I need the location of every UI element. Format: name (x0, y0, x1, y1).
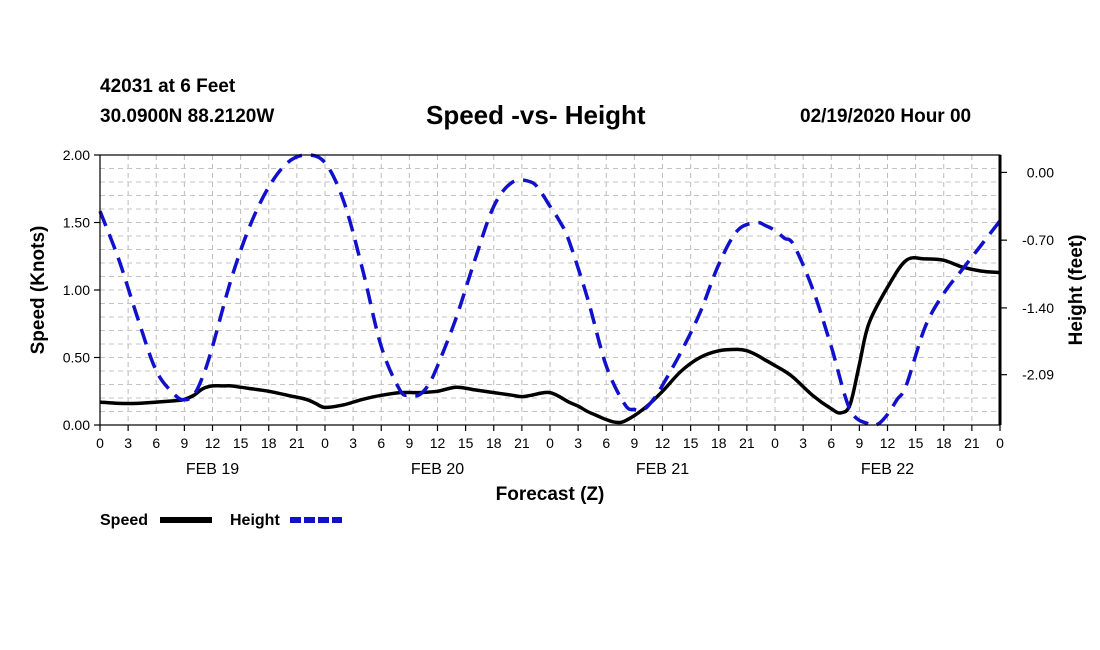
left-tick-label: 2.00 (63, 147, 90, 163)
x-tick-label: 0 (996, 435, 1004, 451)
x-tick-label: 3 (349, 435, 357, 451)
x-tick-label: 9 (405, 435, 413, 451)
legend-label-height: Height (230, 512, 280, 529)
x-tick-label: 0 (321, 435, 329, 451)
x-tick-label: 21 (964, 435, 980, 451)
x-tick-label: 3 (124, 435, 132, 451)
day-label: FEB 22 (861, 461, 914, 478)
right-tick-label: -2.09 (1022, 367, 1054, 383)
chart-title: Speed -vs- Height (426, 100, 646, 130)
x-tick-label: 18 (486, 435, 502, 451)
left-axis-ticks: 0.00 0.50 1.00 1.50 2.00 (63, 147, 100, 433)
right-tick-label: 0.00 (1027, 164, 1054, 180)
x-tick-label: 12 (880, 435, 896, 451)
grid-lines (100, 155, 1000, 425)
x-tick-label: 6 (827, 435, 835, 451)
left-tick-label: 0.50 (63, 350, 90, 366)
right-tick-label: -1.40 (1022, 300, 1054, 316)
x-tick-label: 9 (855, 435, 863, 451)
x-axis-label: Forecast (Z) (496, 484, 605, 505)
left-axis-label: Speed (Knots) (28, 226, 49, 355)
left-tick-label: 0.00 (63, 417, 90, 433)
x-tick-label: 6 (152, 435, 160, 451)
x-tick-label: 21 (739, 435, 755, 451)
x-tick-label: 15 (908, 435, 924, 451)
x-tick-label: 18 (711, 435, 727, 451)
x-tick-label: 3 (799, 435, 807, 451)
x-tick-label: 12 (205, 435, 221, 451)
series-speed-line (99, 256, 1001, 425)
x-tick-label: 12 (430, 435, 446, 451)
left-tick-label: 1.50 (63, 215, 90, 231)
day-label: FEB 19 (186, 461, 239, 478)
right-axis-label: Height (feet) (1066, 235, 1087, 346)
x-tick-label: 0 (96, 435, 104, 451)
legend-label-speed: Speed (100, 512, 148, 529)
legend: Speed Height (100, 512, 342, 529)
station-label: 42031 at 6 Feet (100, 76, 236, 97)
x-tick-label: 21 (514, 435, 530, 451)
x-tick-label: 9 (630, 435, 638, 451)
x-tick-label: 15 (683, 435, 699, 451)
right-axis-ticks: 0.00 -0.70 -1.40 -2.09 (1000, 164, 1054, 383)
x-axis-ticks: 0 3 6 9 12 15 18 21 0 3 6 9 12 15 18 21 0 3 6 9 12 15 18 21 0 3 6 9… (96, 425, 1004, 478)
x-tick-label: 18 (936, 435, 952, 451)
x-tick-label: 3 (574, 435, 582, 451)
day-label: FEB 20 (411, 461, 464, 478)
day-label: FEB 21 (636, 461, 689, 478)
x-tick-label: 9 (180, 435, 188, 451)
series-lines (98, 153, 1002, 428)
x-tick-label: 21 (289, 435, 305, 451)
x-tick-label: 15 (458, 435, 474, 451)
x-tick-label: 15 (233, 435, 249, 451)
x-tick-label: 0 (546, 435, 554, 451)
x-tick-label: 12 (655, 435, 671, 451)
right-tick-label: -0.70 (1022, 232, 1054, 248)
x-tick-label: 6 (377, 435, 385, 451)
x-tick-label: 6 (602, 435, 610, 451)
series-height-line (98, 153, 1002, 428)
left-tick-label: 1.00 (63, 282, 90, 298)
coordinates-label: 30.0900N 88.2120W (100, 106, 275, 127)
x-tick-label: 0 (771, 435, 779, 451)
x-tick-label: 18 (261, 435, 277, 451)
forecast-timestamp: 02/19/2020 Hour 00 (800, 106, 972, 127)
